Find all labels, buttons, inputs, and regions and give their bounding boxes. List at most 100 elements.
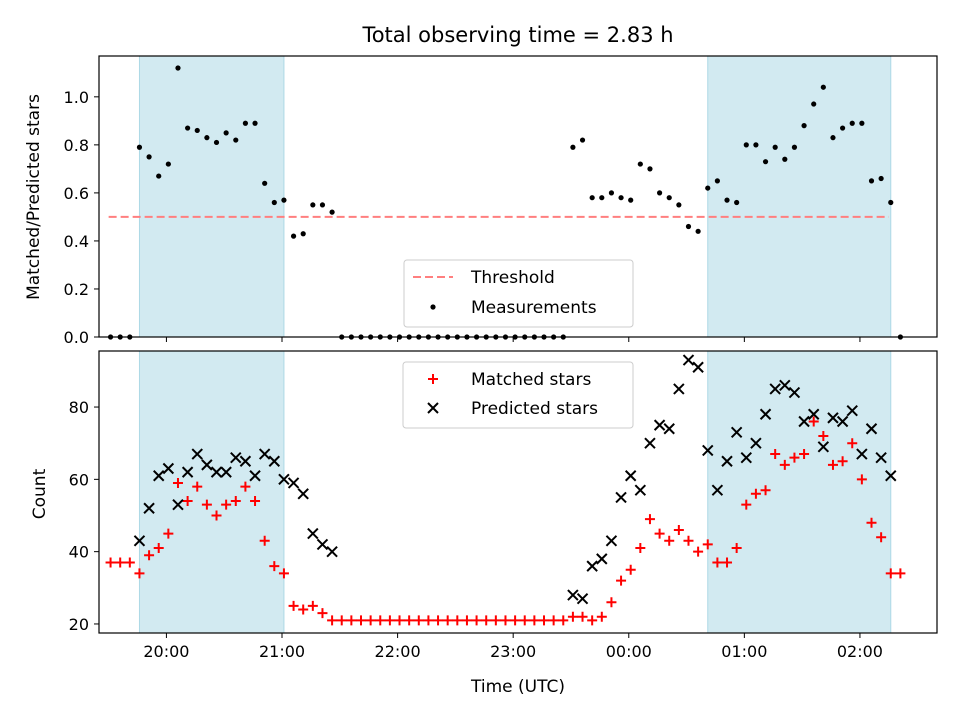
point-dot-15 — [252, 120, 258, 126]
point-dot-8 — [185, 125, 191, 131]
point-x-20 — [326, 545, 338, 558]
point-plus-29 — [384, 615, 395, 626]
point-x-16 — [287, 477, 300, 489]
point-x-45 — [798, 415, 810, 428]
legend-predicted-label: Predicted stars — [471, 399, 598, 419]
point-x-40 — [750, 437, 762, 449]
point-dot-17 — [271, 199, 277, 206]
point-dot-78 — [859, 120, 865, 126]
point-plus-48 — [567, 611, 578, 622]
point-plus-25 — [346, 615, 357, 626]
point-dot-52 — [608, 190, 615, 196]
legend-measurements-label: Measurements — [471, 298, 597, 318]
point-x-52 — [865, 423, 878, 435]
point-x-36 — [711, 484, 724, 496]
xtick-label-2: 22:00 — [375, 642, 421, 661]
point-x-10 — [230, 451, 242, 464]
point-x-8 — [210, 466, 223, 478]
point-plus-27 — [365, 615, 376, 626]
point-plus-10 — [201, 499, 212, 510]
axes-frame — [98, 350, 938, 634]
point-x-0 — [133, 535, 146, 547]
point-dot-51 — [599, 195, 605, 201]
point-x-29 — [644, 437, 656, 449]
point-x-25 — [605, 535, 618, 547]
point-plus-38 — [471, 615, 482, 626]
point-plus-51 — [596, 611, 607, 622]
point-x-37 — [721, 455, 733, 467]
ytick-label-4: 0.8 — [64, 136, 89, 155]
legend-box — [402, 361, 634, 429]
point-plus-24 — [336, 615, 347, 626]
point-dot-14 — [242, 120, 249, 126]
point-plus-5 — [153, 543, 164, 554]
legend-predicted-swatch — [427, 402, 439, 414]
xtick-label-1: 21:00 — [259, 642, 305, 661]
point-plus-26 — [355, 615, 366, 626]
point-dot-13 — [233, 137, 239, 143]
point-plus-19 — [288, 600, 299, 611]
point-x-17 — [297, 488, 309, 500]
point-dot-74 — [820, 84, 826, 90]
point-plus-31 — [404, 615, 415, 626]
point-plus-37 — [461, 615, 472, 626]
point-plus-47 — [558, 615, 569, 626]
point-plus-28 — [375, 615, 386, 626]
point-plus-67 — [750, 488, 761, 499]
point-dot-73 — [811, 101, 817, 107]
point-x-53 — [875, 451, 887, 464]
point-plus-63 — [712, 557, 723, 568]
point-plus-8 — [182, 496, 193, 507]
point-plus-34 — [433, 615, 444, 626]
point-dot-57 — [656, 190, 663, 196]
point-dot-72 — [801, 123, 807, 129]
point-x-48 — [827, 412, 839, 424]
point-dot-9 — [194, 127, 200, 134]
xtick-label-4: 00:00 — [606, 642, 652, 661]
ylabel-bottom: Count — [30, 468, 50, 519]
point-x-4 — [172, 498, 184, 511]
point-plus-11 — [211, 510, 222, 521]
point-x-47 — [817, 441, 830, 453]
xlabel: Time (UTC) — [470, 677, 565, 697]
point-x-9 — [220, 466, 232, 478]
point-plus-56 — [644, 514, 655, 525]
point-plus-42 — [510, 615, 521, 626]
ytick-label-2: 0.4 — [64, 232, 89, 251]
count-panel: 20 40 60 80 20:00 21:00 22:00 23:00 00:00 01:00 02… — [69, 350, 938, 661]
point-plus-41 — [500, 615, 511, 626]
point-plus-18 — [278, 568, 289, 579]
point-plus-82 — [895, 568, 906, 579]
point-dot-68 — [762, 159, 769, 165]
point-plus-40 — [490, 615, 501, 626]
point-x-44 — [788, 386, 801, 399]
point-plus-43 — [519, 615, 530, 626]
point-plus-16 — [259, 535, 270, 546]
point-plus-2 — [124, 557, 135, 568]
point-plus-35 — [442, 615, 453, 626]
point-dot-50 — [589, 195, 595, 201]
point-dot-7 — [175, 65, 181, 71]
point-dot-60 — [685, 223, 692, 230]
legend-matched-swatch — [428, 374, 438, 384]
point-x-35 — [702, 444, 714, 457]
point-plus-78 — [856, 474, 867, 485]
shaded-region-1 — [707, 350, 892, 634]
legend-top: Threshold Measurements — [403, 259, 634, 328]
point-dot-19 — [290, 233, 297, 239]
figure-title: Total observing time = 2.83 h — [361, 23, 673, 47]
ytick-label-3: 0.6 — [64, 184, 89, 203]
point-x-54 — [885, 470, 897, 482]
point-dot-80 — [878, 175, 884, 182]
point-plus-62 — [702, 539, 713, 550]
point-plus-0 — [105, 557, 116, 568]
point-dot-11 — [213, 139, 220, 146]
point-dot-23 — [329, 209, 335, 215]
point-x-22 — [576, 592, 589, 605]
ytick-label-1: 0.2 — [64, 280, 89, 299]
point-dot-75 — [830, 135, 836, 141]
ratio-panel: 0.0 0.2 0.4 0.6 0.8 1.0 Threshold Measurements — [64, 55, 938, 347]
point-x-27 — [624, 470, 637, 482]
point-x-3 — [162, 462, 175, 475]
